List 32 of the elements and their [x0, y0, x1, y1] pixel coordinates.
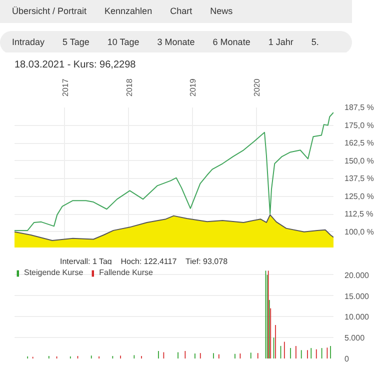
y-tick-label: 5.000 [344, 334, 366, 343]
y-tick-label: 162,5 % [344, 138, 374, 148]
y-tick-label: 10.000 [344, 312, 370, 322]
y-tick-label: 0 [344, 354, 350, 364]
legend-label: Steigende Kurse [24, 268, 84, 277]
y-tick-label: 20.000 [344, 270, 370, 280]
y-tick-label: 125,0 % [344, 192, 374, 201]
text: 5. [311, 36, 319, 47]
text: Chart [170, 6, 192, 16]
y-tick-label: 175,0 % [344, 120, 374, 130]
text: 10 Tage [107, 36, 140, 47]
y-tick-label: 150,0 % [344, 156, 374, 166]
text: Intraday [12, 36, 45, 47]
y-tick-label: 187,5 % [344, 103, 374, 112]
x-tick-label: 2020 [252, 78, 262, 96]
text: Kennzahlen [104, 6, 152, 16]
y-tick-label: 137,5 % [344, 174, 374, 184]
x-tick-label: 2018 [124, 78, 134, 96]
y-tick-label: 100,0 % [344, 227, 374, 236]
text: 3 Monate [157, 36, 195, 47]
text: Übersicht / Portrait [12, 6, 87, 16]
chart-title: 18.03.2021 - Kurs: 96,2298 [14, 60, 136, 70]
text: 6 Monate [212, 36, 250, 47]
x-tick-label: 2017 [60, 78, 70, 96]
text: 1 Jahr [268, 36, 294, 47]
x-tick-label: 2019 [188, 78, 198, 96]
legend-label: Fallende Kurse [99, 268, 153, 277]
text: 5 Tage [62, 36, 90, 47]
y-tick-label: 112,5 % [344, 210, 374, 219]
line-series [14, 112, 334, 231]
text: News [210, 6, 233, 16]
y-tick-label: 15.000 [344, 292, 370, 301]
